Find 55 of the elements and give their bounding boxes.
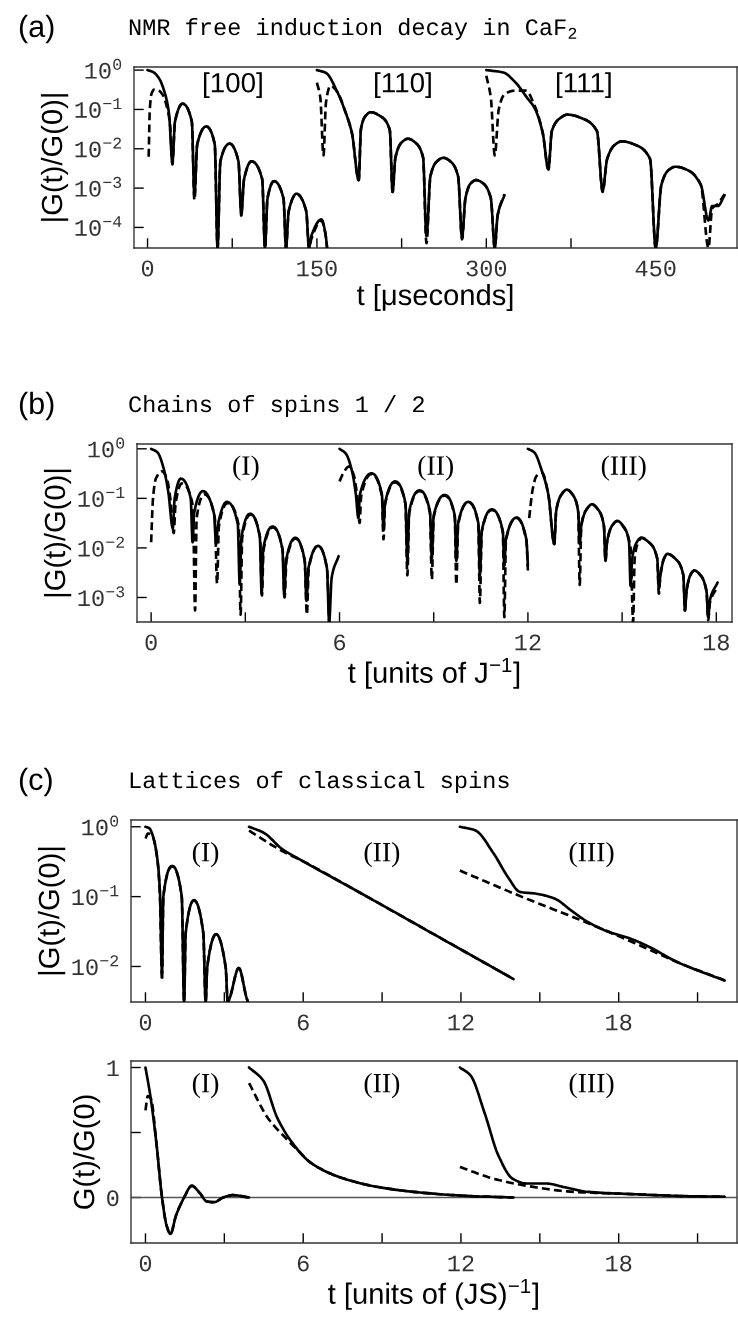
chart-title: (b) [19,391,54,421]
y-axis-title: |G(t)/G(0)| [43,469,72,597]
chart-subtitle: Chains of spins 1 / 2 [129,394,424,417]
y-tick-label: 10$^{0}$ [85,58,122,79]
annotation: [100] [203,72,262,99]
x-tick-label: 0 [141,260,154,277]
x-tick-label: 12 [448,1014,474,1031]
annotation: (I) [192,1072,219,1099]
annotation: (III) [569,1072,614,1099]
x-tick-label: 0 [139,1014,152,1031]
y-tick-label: 10$^{−1}$ [75,98,122,119]
y-tick-label: 10$^{0}$ [88,437,125,458]
annotation: (I) [192,841,219,868]
x-tick-label: 18 [606,1014,632,1031]
x-axis-title: t [μseconds] [357,283,513,312]
x-tick-label: 18 [703,634,729,651]
y-tick-label: 1 [107,1060,119,1077]
annotation: (III) [569,841,614,868]
annotation: (III) [601,455,646,481]
x-tick-label: 12 [448,1255,474,1272]
annotation: [111] [556,72,611,99]
y-tick-label: 10$^{−4}$ [75,216,122,237]
chart-subtitle: NMR free induction decay in CaF$_{2}$ [129,17,577,40]
x-tick-label: 0 [145,634,157,651]
y-tick-label: 10$^{−1}$ [72,885,119,906]
y-axis-title: |G(t)/G(0)| [40,94,69,221]
y-tick-label: 10$^{−2}$ [75,137,121,158]
y-tick-label: 10$^{−3}$ [78,586,125,607]
chart-title: (a) [19,14,54,44]
annotation: (II) [364,1072,400,1099]
y-tick-label: 0 [107,1190,119,1207]
y-axis-title: |G(t)/G(0)| [37,847,66,975]
x-tick-label: 12 [515,634,541,651]
y-tick-label: 10$^{−3}$ [75,176,122,197]
y-tick-label: 10$^{−2}$ [78,536,124,557]
y-tick-label: 10$^{0}$ [82,815,119,836]
x-tick-label: 6 [297,1255,309,1272]
x-tick-label: 300 [466,260,507,277]
y-axis-title: G(t)/G(0) [72,1095,101,1209]
chart-subtitle: Lattices of classical spins [130,770,509,794]
annotation: (II) [364,841,400,868]
x-tick-label: 6 [297,1014,309,1031]
annotation: (II) [418,455,453,481]
x-tick-label: 0 [139,1255,152,1272]
annotation: (I) [233,455,259,481]
x-tick-label: 18 [606,1255,632,1272]
x-tick-label: 6 [334,634,346,651]
y-tick-label: 10$^{−2}$ [72,955,118,976]
x-tick-label: 150 [297,260,337,277]
x-tick-label: 450 [635,260,676,277]
y-tick-label: 10$^{−1}$ [78,487,125,507]
annotation: [110] [375,72,431,99]
chart-title: (c) [19,767,52,797]
x-axis-title: t [units of (JS)$^{−1}$] [328,1278,538,1310]
x-axis-title: t [units of J$^{−1}$] [348,657,520,689]
